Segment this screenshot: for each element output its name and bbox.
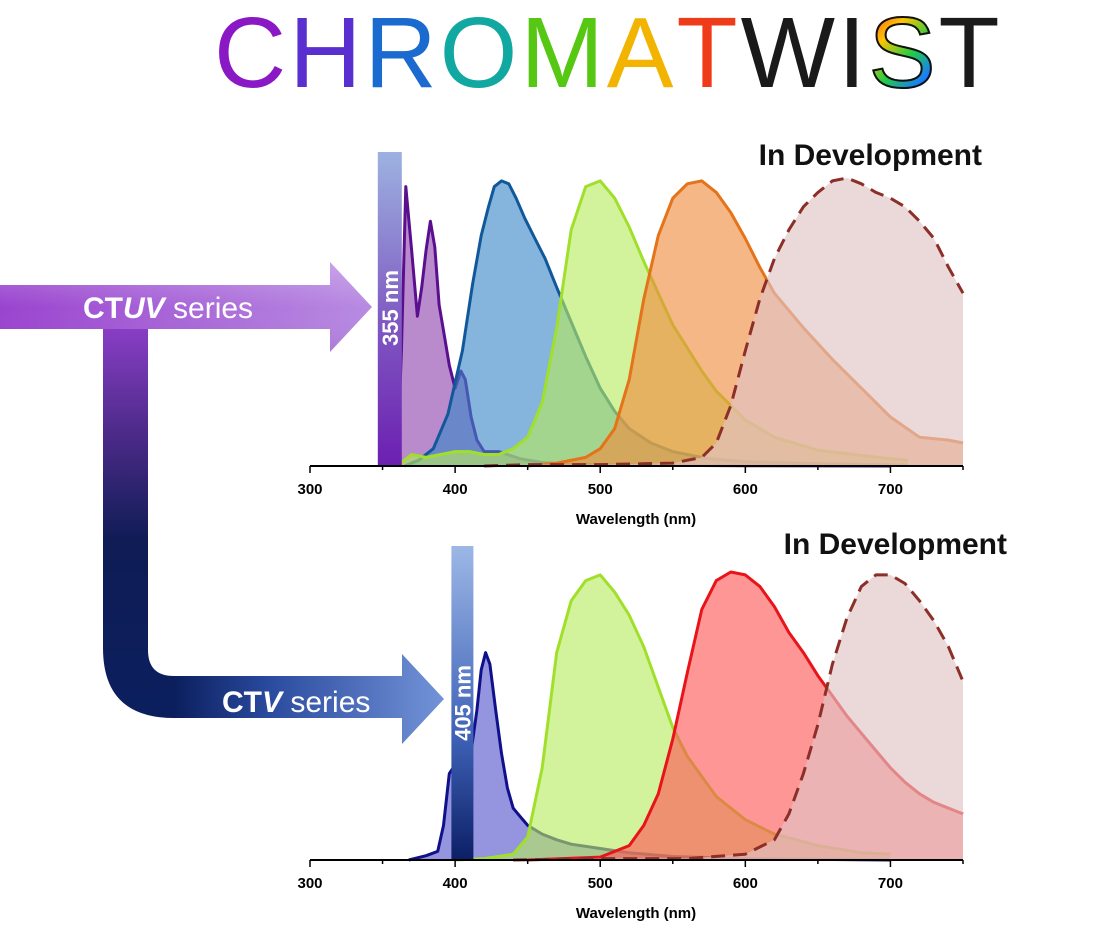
ctuv-arrow-label: CTUV series	[83, 292, 253, 325]
series-area	[404, 180, 908, 466]
x-tick-label: 400	[443, 875, 468, 892]
series-ctuv-far-red-in-development	[484, 176, 965, 468]
series-connector-stem	[103, 326, 230, 718]
x-tick-label: 300	[297, 875, 322, 892]
logo-letter-1: H	[289, 0, 365, 109]
ctv-arrow: CTV series	[174, 654, 444, 744]
logo-letter-7: W	[740, 0, 838, 109]
x-tick-label: 700	[878, 481, 903, 498]
x-tick-label: 500	[588, 875, 613, 892]
ctv-arrow-shape	[174, 654, 444, 744]
ctuv-excitation-bar	[377, 152, 402, 466]
ctuv-spectra-chart: 355 nm 300 400 500 600 700 Wavelength (nm) I…	[297, 139, 982, 528]
x-tick-label: 700	[878, 875, 903, 892]
ctv-x-axis-label: Wavelength (nm)	[576, 905, 696, 922]
series-ctv-far-red-in-development	[513, 573, 965, 862]
logo-letter-3: O	[439, 0, 521, 109]
ctv-excitation-bar	[451, 546, 474, 860]
ctuv-x-axis: 300 400 500 600 700	[297, 465, 964, 498]
logo-letter-10: T	[938, 0, 1003, 109]
logo-letter-5: A	[606, 0, 677, 109]
logo-letter-0: C	[214, 0, 290, 109]
ctv-emission-series	[408, 570, 965, 862]
x-tick-label: 500	[588, 481, 613, 498]
ctv-arrow-label: CTV series	[222, 686, 370, 719]
ctuv-arrow: CTUV series	[0, 262, 372, 352]
logo-letter-9: S	[868, 0, 939, 109]
series-line	[513, 573, 965, 862]
logo-letter-4: M	[520, 0, 607, 109]
ctv-x-axis: 300 400 500 600 700	[297, 859, 964, 892]
x-tick-label: 600	[733, 875, 758, 892]
ctuv-excitation-label: 355 nm	[378, 270, 403, 346]
ctuv-x-axis-label: Wavelength (nm)	[576, 511, 696, 528]
logo-letter-8: I	[837, 0, 869, 109]
x-tick-label: 400	[443, 481, 468, 498]
logo-letter-2: R	[364, 0, 440, 109]
ctv-excitation-label: 405 nm	[450, 665, 475, 741]
ctuv-in-development-title: In Development	[759, 139, 982, 172]
x-tick-label: 300	[297, 481, 322, 498]
ctv-spectra-chart: 405 nm 300 400 500 600 700 Wavelength (nm) I…	[297, 528, 1007, 922]
series-area	[455, 574, 891, 860]
series-line	[484, 176, 965, 468]
series-area	[513, 574, 963, 860]
logo-letter-6: T	[676, 0, 741, 109]
series-area	[484, 178, 963, 466]
ctuv-emission-series	[395, 176, 965, 468]
x-tick-label: 600	[733, 481, 758, 498]
ctv-in-development-title: In Development	[784, 528, 1007, 561]
